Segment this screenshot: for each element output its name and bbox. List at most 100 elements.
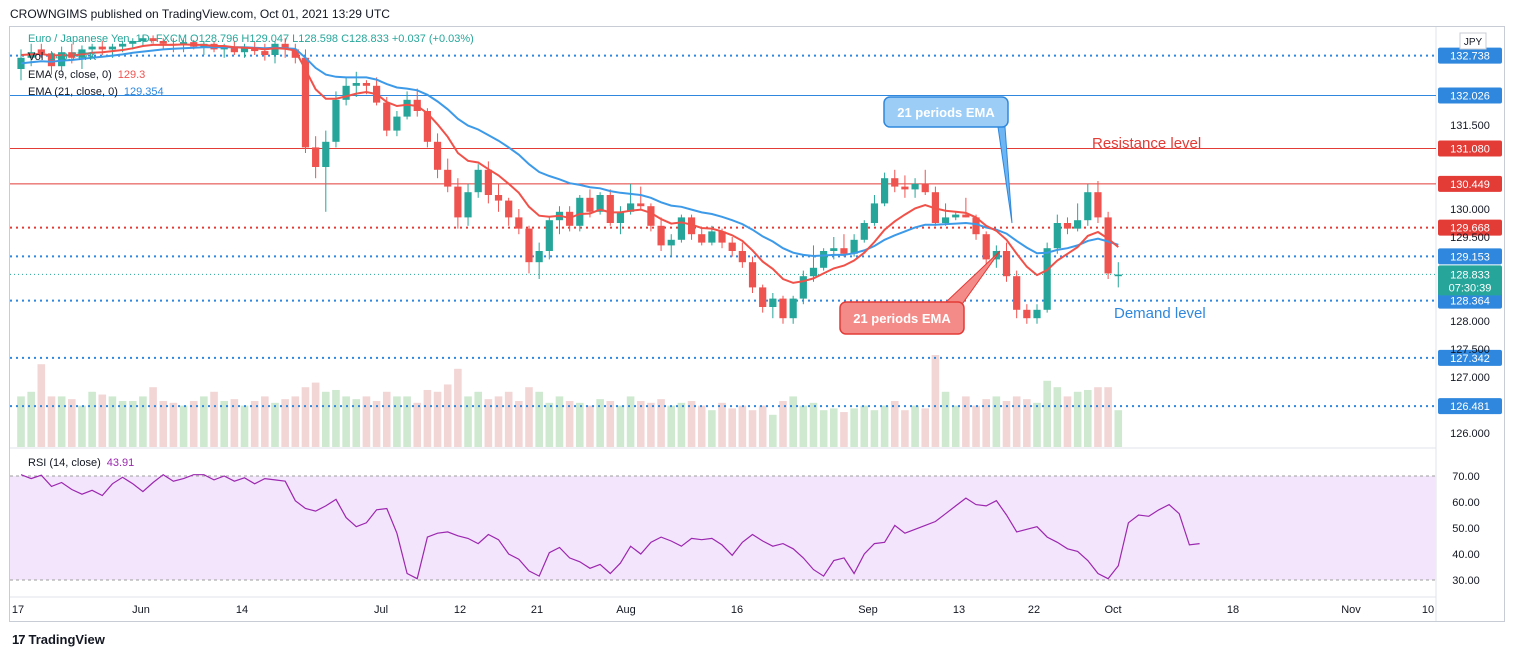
candle-body <box>494 195 503 201</box>
time-tick-label: 14 <box>236 604 248 616</box>
candle-body <box>627 203 635 212</box>
volume-bar <box>738 405 747 447</box>
volume-bar <box>850 408 858 447</box>
volume-bar <box>921 408 930 447</box>
legend-rsi: RSI (14, close) 43.91 <box>28 457 134 469</box>
time-tick-label: Sep <box>858 604 878 616</box>
volume-bar <box>352 399 361 447</box>
volume-bar <box>830 408 838 447</box>
level-price-tag <box>1438 47 1502 64</box>
volume-bar <box>474 391 482 447</box>
candle-body <box>464 192 472 218</box>
volume-bar <box>718 402 726 447</box>
volume-bar <box>758 405 767 447</box>
candle-body <box>291 49 299 58</box>
volume-bar <box>179 405 188 447</box>
chart-frame[interactable]: 132.738 132.026 131.080 130.449 129.668 129.1… <box>9 26 1505 622</box>
publish-header: CROWNGIMS published on TradingView.com, … <box>10 7 390 21</box>
candle-body <box>1043 248 1051 310</box>
volume-bar <box>687 401 696 447</box>
candle-body <box>962 214 970 218</box>
candle-body <box>647 206 655 226</box>
time-tick-label: 21 <box>531 604 543 616</box>
price-tick-label: 129.500 <box>1450 232 1490 244</box>
volume-bar <box>972 405 980 447</box>
legend-rsi-value: 43.91 <box>106 457 135 469</box>
level-price-label: 132.738 <box>1450 51 1490 63</box>
volume-bar <box>748 410 757 447</box>
annotations: Resistance level Demand level 21 periods E… <box>839 96 1206 335</box>
legend-symbol: Euro / Japanese Yen, 1D, FXCM O128.796 H… <box>28 33 474 45</box>
candle-body <box>820 251 828 268</box>
volume-bar <box>779 401 787 447</box>
candle-body <box>657 225 665 246</box>
volume-bar <box>525 387 533 447</box>
candle-body <box>312 147 320 167</box>
candle-body <box>1023 309 1031 319</box>
volume-bar <box>393 396 401 447</box>
candle-body <box>271 43 279 55</box>
volume-bar <box>697 405 706 447</box>
rsi-tick-label: 50.00 <box>1452 523 1480 535</box>
time-tick-label: Oct <box>1104 604 1121 616</box>
candle-body <box>738 251 746 263</box>
rsi-tick-label: 60.00 <box>1452 497 1480 509</box>
volume-bar <box>98 394 107 447</box>
candle-body <box>484 169 492 195</box>
volume-bar <box>901 410 909 447</box>
price-tick-label: 127.000 <box>1450 372 1490 384</box>
volume-bar <box>484 399 493 447</box>
candle-body <box>47 53 56 67</box>
price-tick-label: 128.000 <box>1450 316 1490 328</box>
tradingview-logo[interactable]: 17 TradingView <box>12 632 105 647</box>
time-tick-label: 18 <box>1227 604 1239 616</box>
volume-bar <box>636 401 645 447</box>
candle-body <box>596 195 604 212</box>
volume-bar <box>128 401 137 447</box>
volume-bar <box>1023 399 1031 447</box>
level-price-tag <box>1438 398 1502 415</box>
candle-body <box>525 228 533 263</box>
volume-bar <box>870 410 879 447</box>
volume-bar <box>372 401 381 447</box>
volume-bar <box>504 391 513 447</box>
rsi-band <box>10 476 1436 580</box>
candle-body <box>88 46 96 50</box>
volume-bar <box>88 391 96 447</box>
last-price-countdown: 07:30:39 <box>1449 282 1492 294</box>
candle-body <box>616 211 625 223</box>
time-tick-label: 17 <box>12 604 24 616</box>
candle-body <box>799 276 807 299</box>
level-price-label: 132.026 <box>1450 91 1490 103</box>
volume-bar <box>118 401 127 447</box>
candle-body <box>159 41 167 44</box>
level-price-tag <box>1438 140 1502 157</box>
volume-bar <box>413 402 422 447</box>
candle-body <box>535 251 543 263</box>
chart-canvas[interactable]: 132.738 132.026 131.080 130.449 129.668 129.1… <box>10 27 1504 621</box>
currency-label: JPY <box>1464 37 1483 48</box>
candle-body <box>423 111 431 142</box>
candle-body <box>891 178 899 187</box>
volume-bar <box>332 389 340 447</box>
price-tick-label: 126.000 <box>1450 428 1490 440</box>
ema-blue-callout-text: 21 periods EMA <box>897 105 995 120</box>
candle-body <box>251 47 259 52</box>
candle-body <box>860 223 868 240</box>
candle-body <box>261 51 269 55</box>
ema-blue-callout-box <box>883 96 1009 128</box>
volume-bar <box>565 401 574 447</box>
candle-body <box>708 231 716 243</box>
volume-bar <box>139 396 147 447</box>
volume-bar <box>281 399 289 447</box>
candle-body <box>240 47 249 53</box>
candle-body <box>515 217 523 229</box>
level-price-label: 129.668 <box>1450 223 1490 235</box>
legend-vol-value: 140.777K <box>49 51 97 63</box>
volume-bar <box>941 391 950 447</box>
volume-bar <box>454 368 462 447</box>
volume-bar <box>382 391 391 447</box>
volume-bar <box>210 391 218 447</box>
candle-body <box>748 262 757 288</box>
volume-bar <box>494 396 503 447</box>
